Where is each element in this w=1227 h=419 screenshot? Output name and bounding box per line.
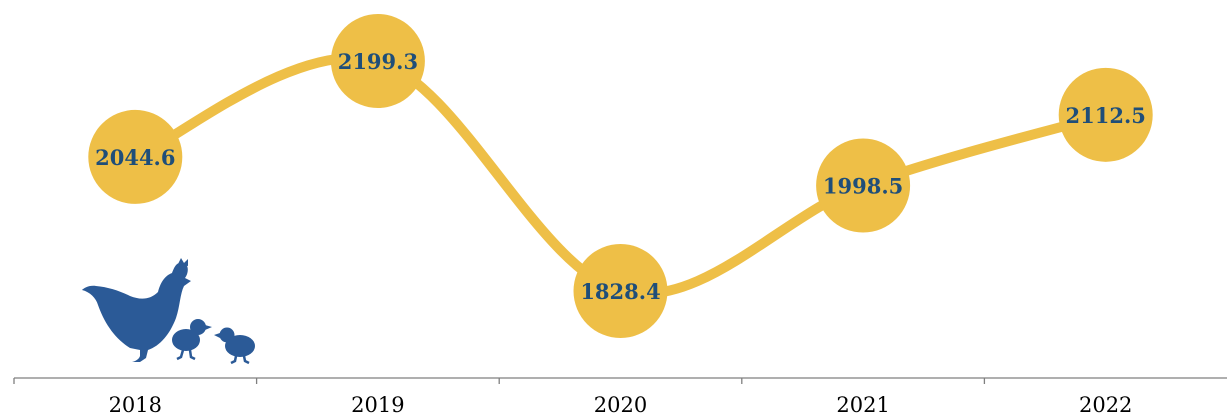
x-tick-label-2021: 2021 [836, 393, 889, 417]
data-label-2022: 2112.5 [1066, 103, 1146, 128]
x-axis-tick-labels: 2018 2019 2020 2021 2022 [109, 393, 1133, 417]
x-tick-label-2019: 2019 [351, 393, 404, 417]
data-point-2020 [573, 244, 668, 338]
data-markers [88, 14, 1153, 338]
data-point-2022 [1058, 67, 1153, 162]
data-point-2018 [88, 109, 183, 204]
x-tick-label-2020: 2020 [594, 393, 647, 417]
data-labels: 2044.6 2199.3 1828.4 1998.5 2112.5 [95, 49, 1146, 304]
x-tick-label-2018: 2018 [109, 393, 162, 417]
x-axis-ticks [13, 378, 986, 384]
data-label-2020: 1828.4 [580, 279, 660, 304]
hen-with-chicks-icon [82, 258, 255, 365]
x-tick-label-2022: 2022 [1079, 393, 1132, 417]
data-label-2018: 2044.6 [95, 145, 175, 170]
data-label-2021: 1998.5 [823, 174, 903, 199]
data-label-2019: 2199.3 [338, 49, 418, 74]
data-point-2021 [816, 138, 911, 233]
data-point-2019 [330, 14, 425, 108]
